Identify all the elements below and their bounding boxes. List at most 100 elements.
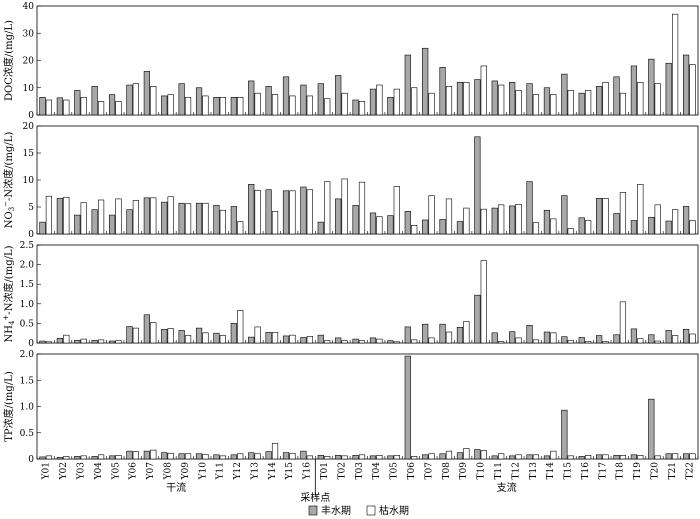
bar-dry-t12 (515, 90, 522, 116)
bar-wet-y03 (74, 214, 81, 235)
bar-dry-t12 (515, 204, 522, 235)
bar-dry-t08 (445, 450, 453, 460)
bar-dry-t07 (428, 92, 435, 116)
bar-wet-t17 (596, 335, 603, 344)
bar-dry-y10 (202, 453, 209, 460)
bar-wet-t21 (665, 453, 672, 460)
bar-wet-t06 (404, 54, 411, 116)
bar-dry-t12 (515, 337, 522, 344)
bar-wet-y04 (91, 339, 98, 344)
bar-wet-t19 (630, 65, 638, 116)
bar-wet-t14 (543, 455, 551, 460)
bar-wet-t17 (596, 454, 603, 460)
bar-dry-t02 (341, 178, 348, 235)
panel-frame (36, 353, 699, 460)
bar-wet-t02 (335, 455, 342, 460)
bar-wet-t10 (474, 449, 481, 460)
x-tick-label: Y16 (303, 462, 313, 481)
bar-dry-t06 (411, 225, 418, 235)
y-tick-label: 2.5 (20, 241, 35, 251)
bar-wet-y10 (195, 453, 203, 460)
x-tick-label: T01 (320, 462, 330, 479)
bar-dry-y05 (115, 455, 122, 460)
bar-dry-y14 (271, 332, 279, 344)
bar-dry-t13 (532, 222, 540, 235)
x-tick-label: T15 (564, 462, 574, 480)
bar-dry-t16 (585, 220, 592, 235)
x-tick-label: T02 (337, 462, 347, 479)
x-tick-label: T06 (407, 462, 417, 480)
bar-wet-t07 (422, 454, 429, 460)
bar-wet-t13 (526, 83, 533, 116)
bar-wet-y03 (74, 339, 81, 344)
bar-dry-y07 (150, 86, 157, 116)
bar-wet-y04 (91, 456, 98, 460)
y-axis-label: TP浓度/(mg/L) (2, 371, 15, 442)
bar-dry-t07 (428, 337, 435, 344)
bar-dry-t16 (585, 455, 592, 460)
x-tick-label: T03 (355, 462, 365, 480)
y-tick-label: 20 (23, 57, 35, 67)
bar-wet-y05 (108, 214, 116, 235)
bar-dry-y11 (219, 96, 226, 116)
y-tick-label: 1.5 (20, 280, 35, 290)
bar-dry-t10 (480, 208, 487, 235)
legend-swatch (366, 505, 376, 516)
bar-dry-y16 (306, 336, 313, 344)
bar-wet-t18 (613, 455, 620, 460)
bar-wet-t05 (387, 340, 394, 344)
panel-3: 0 0.5 1.0 1.5 2.0 2.5 NH4+-N浓度/(mg/L) (2, 241, 699, 349)
bar-wet-t08 (439, 67, 446, 116)
x-tick-label: T19 (633, 462, 643, 480)
bar-dry-t03 (358, 340, 366, 344)
bar-dry-y07 (150, 449, 157, 460)
bar-wet-y13 (248, 184, 255, 235)
bar-dry-t17 (602, 341, 609, 344)
bar-wet-t10 (474, 294, 481, 344)
y-tick-label: 10 (23, 176, 35, 186)
bar-dry-t17 (602, 454, 609, 460)
bar-dry-y12 (237, 453, 244, 460)
bar-wet-y11 (213, 205, 220, 235)
bar-wet-t18 (613, 213, 620, 235)
bar-dry-t10 (480, 260, 487, 344)
bar-dry-t14 (550, 332, 557, 344)
bar-wet-y02 (56, 457, 63, 460)
bar-wet-y08 (161, 452, 168, 460)
bar-wet-t08 (439, 453, 446, 460)
y-tick-label: 10 (23, 84, 35, 94)
y-axis-label: DOC浓度/(mg/L) (2, 20, 15, 101)
bar-dry-t18 (619, 92, 627, 116)
bar-dry-t11 (498, 204, 505, 235)
bar-wet-t05 (387, 455, 394, 460)
bar-dry-t05 (393, 341, 400, 344)
bar-dry-y14 (271, 94, 279, 116)
bar-wet-y10 (195, 202, 203, 235)
bar-dry-t05 (393, 455, 400, 460)
x-tick-label: T08 (442, 462, 452, 480)
bar-dry-t04 (376, 338, 383, 344)
bar-wet-t15 (561, 409, 568, 460)
bar-dry-y13 (254, 453, 261, 460)
bar-wet-t16 (578, 337, 585, 344)
y-tick-label: 2.0 (20, 350, 35, 360)
bar-wet-y07 (143, 71, 150, 116)
bar-dry-y04 (97, 199, 105, 235)
bar-dry-t13 (532, 94, 540, 116)
x-tick-label: T14 (546, 462, 556, 480)
bar-dry-y09 (184, 453, 192, 460)
bar-dry-t15 (567, 228, 574, 235)
bar-dry-y04 (97, 101, 105, 116)
bar-wet-t12 (509, 331, 516, 344)
bar-wet-y16 (300, 84, 307, 116)
bar-wet-y06 (126, 84, 133, 116)
bar-dry-t08 (445, 331, 453, 344)
bar-wet-t11 (491, 207, 498, 235)
bar-dry-t19 (637, 184, 644, 235)
bar-dry-t16 (585, 90, 592, 116)
group-label: 支流 (497, 481, 517, 494)
bar-wet-t16 (578, 217, 585, 235)
bar-wet-y04 (91, 86, 98, 116)
bar-dry-y10 (202, 332, 209, 344)
y-tick-label: 40 (23, 2, 35, 12)
